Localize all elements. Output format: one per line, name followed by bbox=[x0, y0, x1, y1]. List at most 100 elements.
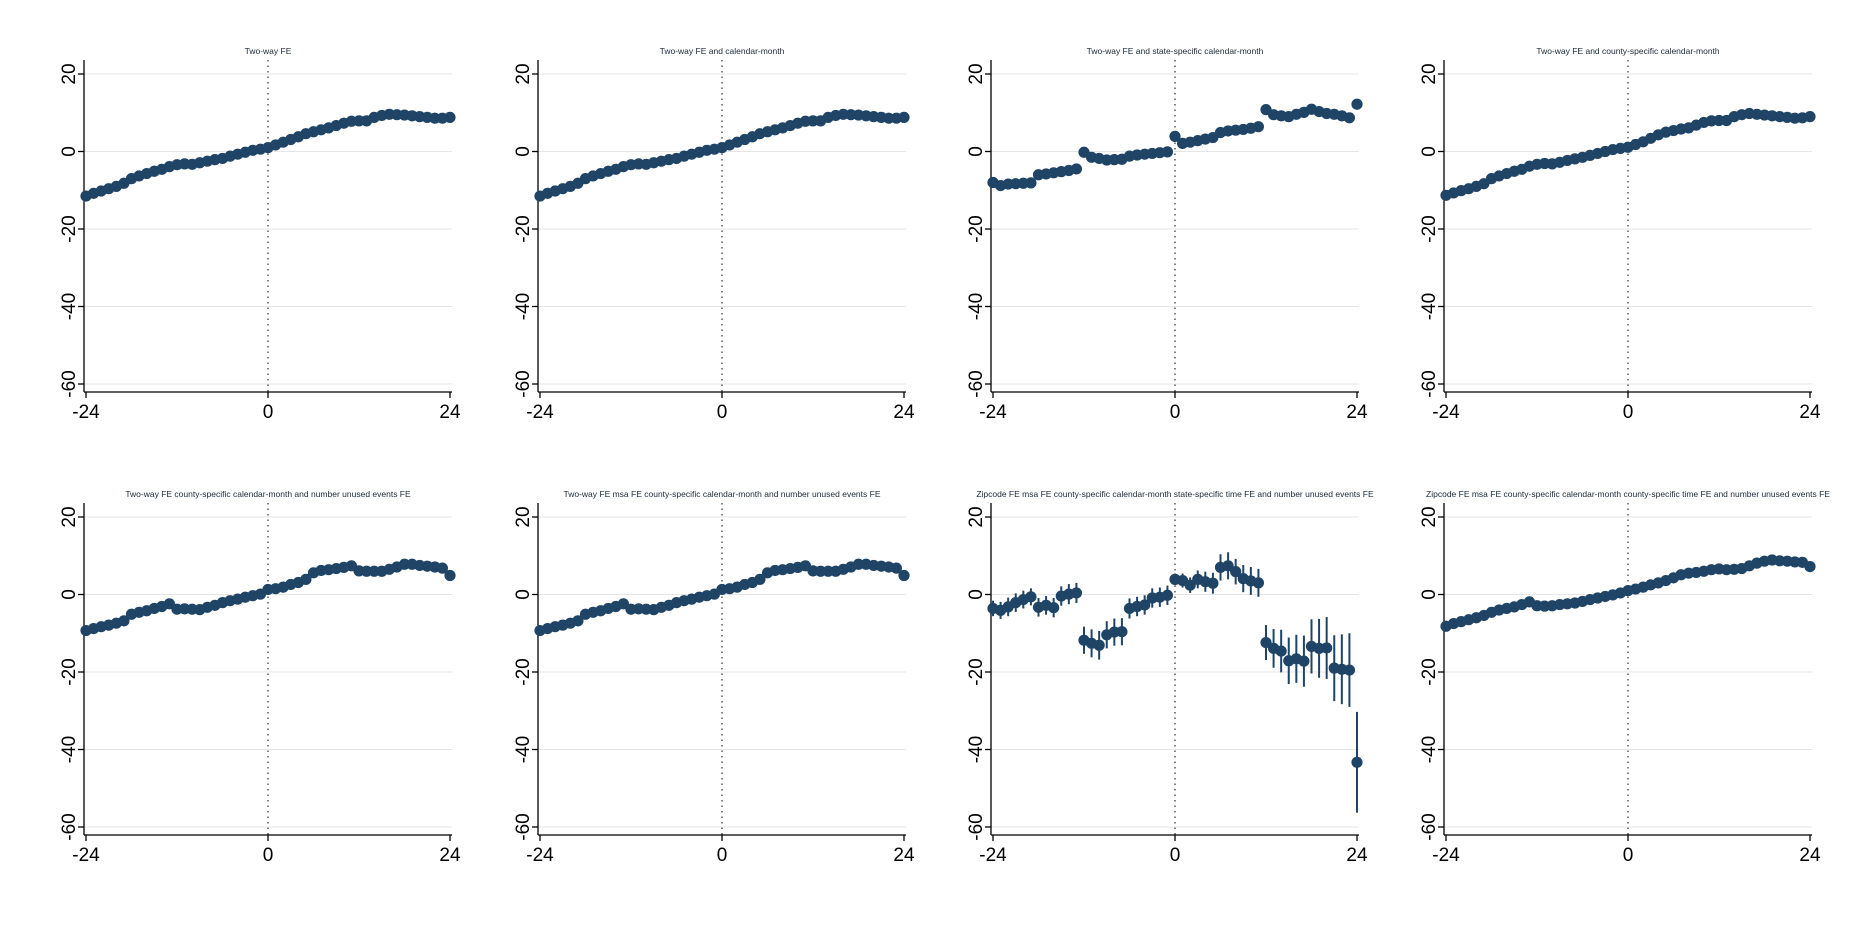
data-point bbox=[1230, 566, 1242, 578]
y-tick-label: -60 bbox=[59, 813, 80, 840]
y-tick-label: -60 bbox=[513, 370, 534, 397]
x-tick-label: -24 bbox=[526, 402, 554, 423]
data-point bbox=[436, 562, 449, 574]
y-tick-label: -20 bbox=[966, 215, 987, 242]
chart-panel-5: Two-way FE county-specific calendar-mont… bbox=[59, 489, 461, 866]
y-tick-label: -60 bbox=[513, 813, 534, 840]
data-point bbox=[300, 573, 312, 585]
x-tick-label: 0 bbox=[1623, 402, 1634, 423]
data-point bbox=[754, 573, 766, 585]
y-tick-label: -40 bbox=[1419, 736, 1440, 763]
y-tick-label: -20 bbox=[59, 658, 80, 685]
chart-panel-8: Zipcode FE msa FE county-specific calend… bbox=[1419, 489, 1830, 866]
data-point bbox=[1161, 589, 1174, 601]
y-tick-label: -60 bbox=[59, 370, 80, 397]
data-point bbox=[1260, 636, 1272, 649]
data-point bbox=[1275, 645, 1287, 657]
data-point bbox=[1161, 146, 1174, 158]
data-point bbox=[1184, 579, 1196, 591]
y-tick-label: 20 bbox=[59, 506, 80, 527]
y-tick-label: 0 bbox=[966, 146, 987, 157]
data-point bbox=[1804, 111, 1816, 123]
data-point bbox=[1025, 177, 1037, 189]
data-point bbox=[1093, 639, 1105, 651]
data-point bbox=[444, 111, 456, 123]
data-point bbox=[1070, 163, 1083, 175]
data-point bbox=[898, 569, 910, 582]
y-tick-label: -40 bbox=[59, 293, 80, 320]
x-tick-label: -24 bbox=[1432, 402, 1460, 423]
data-point bbox=[1252, 577, 1265, 589]
data-point bbox=[1169, 130, 1181, 142]
x-tick-label: 0 bbox=[1170, 402, 1181, 423]
x-tick-label: 24 bbox=[893, 402, 915, 423]
chart-title: Zipcode FE msa FE county-specific calend… bbox=[976, 489, 1374, 499]
x-tick-label: 0 bbox=[1170, 845, 1181, 866]
data-point bbox=[572, 615, 584, 627]
y-tick-label: -60 bbox=[1419, 813, 1440, 840]
data-point bbox=[1116, 626, 1128, 638]
chart-title: Two-way FE and calendar-month bbox=[660, 46, 785, 56]
chart-title: Zipcode FE msa FE county-specific calend… bbox=[1426, 489, 1830, 499]
data-point bbox=[1025, 591, 1037, 603]
data-point bbox=[1252, 121, 1265, 133]
data-point bbox=[118, 615, 130, 627]
data-point bbox=[1222, 560, 1234, 572]
x-tick-label: 24 bbox=[893, 845, 915, 866]
x-tick-label: 24 bbox=[439, 845, 461, 866]
y-tick-label: -40 bbox=[1419, 293, 1440, 320]
data-point bbox=[890, 562, 903, 574]
chart-title: Two-way FE msa FE county-specific calend… bbox=[563, 489, 880, 499]
y-tick-label: 20 bbox=[966, 506, 987, 527]
x-tick-label: -24 bbox=[526, 845, 554, 866]
chart-panel-4: Two-way FE and county-specific calendar-… bbox=[1419, 46, 1821, 423]
x-tick-label: 24 bbox=[439, 402, 461, 423]
y-tick-label: 0 bbox=[59, 146, 80, 157]
x-tick-label: -24 bbox=[979, 845, 1007, 866]
x-tick-label: 24 bbox=[1346, 845, 1368, 866]
y-tick-label: -40 bbox=[966, 293, 987, 320]
y-tick-label: 20 bbox=[59, 63, 80, 84]
y-tick-label: 0 bbox=[966, 589, 987, 600]
y-tick-label: 0 bbox=[59, 589, 80, 600]
chart-panel-3: Two-way FE and state-specific calendar-m… bbox=[966, 46, 1368, 423]
y-tick-label: -40 bbox=[513, 293, 534, 320]
data-point bbox=[1804, 561, 1816, 573]
chart-panel-1: Two-way FE 20 0 -20 -40 -60 -24 0 24 bbox=[59, 46, 461, 423]
data-point bbox=[1207, 577, 1219, 589]
y-tick-label: -60 bbox=[966, 370, 987, 397]
data-point bbox=[1343, 112, 1356, 124]
data-point bbox=[1321, 642, 1333, 654]
x-tick-label: 24 bbox=[1799, 845, 1821, 866]
x-tick-label: 0 bbox=[717, 845, 728, 866]
y-tick-label: 20 bbox=[513, 63, 534, 84]
y-tick-label: 20 bbox=[1419, 63, 1440, 84]
x-tick-label: -24 bbox=[72, 402, 100, 423]
chart-panel-2: Two-way FE and calendar-month 20 0 -20 -40 -6… bbox=[513, 46, 915, 423]
data-point bbox=[1048, 602, 1060, 614]
y-tick-label: -20 bbox=[966, 658, 987, 685]
x-tick-label: -24 bbox=[72, 845, 100, 866]
chart-title: Two-way FE bbox=[245, 46, 292, 56]
y-tick-label: -20 bbox=[1419, 658, 1440, 685]
x-tick-label: -24 bbox=[1432, 845, 1460, 866]
x-tick-label: 0 bbox=[717, 402, 728, 423]
y-tick-label: -40 bbox=[966, 736, 987, 763]
y-tick-label: -40 bbox=[59, 736, 80, 763]
x-tick-label: 0 bbox=[1623, 845, 1634, 866]
y-tick-label: 0 bbox=[1419, 146, 1440, 157]
x-tick-label: 24 bbox=[1799, 402, 1821, 423]
data-point bbox=[1070, 587, 1083, 599]
y-tick-label: -20 bbox=[1419, 215, 1440, 242]
data-point bbox=[1343, 664, 1356, 676]
data-point bbox=[1351, 756, 1363, 768]
data-point bbox=[444, 569, 456, 582]
data-point bbox=[1351, 98, 1363, 110]
chart-title: Two-way FE and county-specific calendar-… bbox=[1536, 46, 1720, 56]
y-tick-label: 0 bbox=[513, 589, 534, 600]
chart-panel-6: Two-way FE msa FE county-specific calend… bbox=[513, 489, 915, 866]
y-tick-label: 20 bbox=[1419, 506, 1440, 527]
y-tick-label: -60 bbox=[966, 813, 987, 840]
data-point bbox=[1298, 655, 1310, 667]
